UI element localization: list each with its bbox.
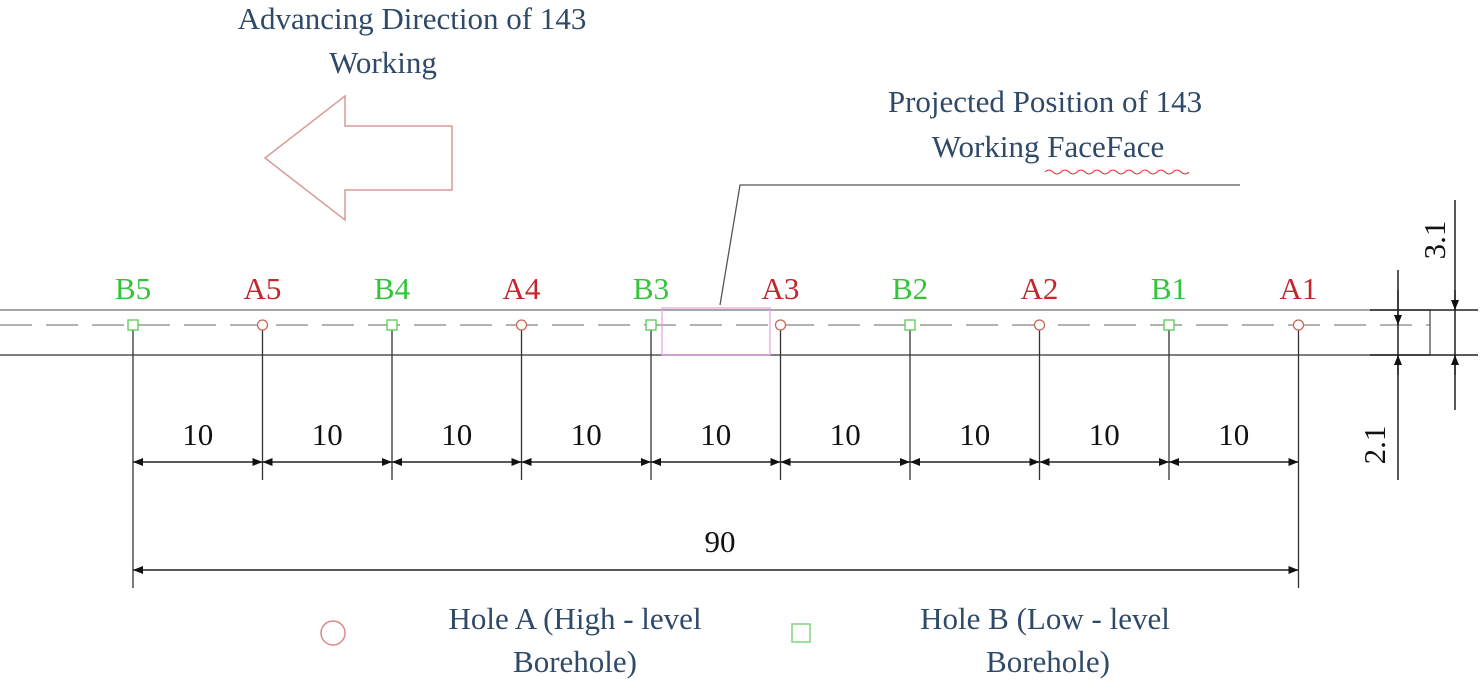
annotation-line: Working FaceFace — [932, 129, 1165, 164]
hole-b — [645, 319, 657, 331]
hole-a — [256, 319, 269, 331]
hole-label: A2 — [1021, 271, 1059, 306]
hole-b — [904, 319, 916, 331]
direction-arrow — [263, 94, 453, 222]
hole-b — [127, 319, 139, 331]
hole-label: A3 — [762, 271, 800, 306]
hole-label: B3 — [633, 271, 669, 306]
title-line: Advancing Direction of 143 — [238, 1, 587, 36]
legend-circle — [320, 620, 346, 646]
hole-label: B5 — [115, 271, 151, 306]
spacing-label: 10 — [312, 417, 343, 452]
leader-line — [719, 184, 1240, 306]
spacing-label: 10 — [441, 417, 472, 452]
legend-text: Borehole) — [986, 644, 1110, 679]
hole-label: A4 — [503, 271, 541, 306]
spell-underline — [1044, 169, 1190, 175]
spacing-label: 10 — [830, 417, 861, 452]
hole-a — [1033, 319, 1046, 331]
spacing-label: 10 — [1218, 417, 1249, 452]
annotation-line: Projected Position of 143 — [888, 84, 1202, 119]
legend-text: Hole A (High - level — [448, 601, 701, 636]
spacing-label: 10 — [1089, 417, 1120, 452]
spacing-label: 10 — [700, 417, 731, 452]
legend-text: Borehole) — [513, 644, 637, 679]
total-label: 90 — [705, 524, 736, 559]
hole-b — [1163, 319, 1175, 331]
title-line: Working — [329, 45, 437, 80]
hole-label: B2 — [892, 271, 928, 306]
dim-bottom-label: 2.1 — [1357, 426, 1392, 465]
spacing-label: 10 — [959, 417, 990, 452]
hole-a — [1292, 319, 1305, 331]
dim-top-label: 3.1 — [1417, 221, 1452, 260]
hole-label: B1 — [1151, 271, 1187, 306]
spacing-label: 10 — [182, 417, 213, 452]
hole-label: A5 — [244, 271, 282, 306]
face-marker — [661, 307, 771, 356]
hole-a — [774, 319, 787, 331]
hole-a — [515, 319, 528, 331]
legend-square — [791, 623, 811, 643]
hole-label: B4 — [374, 271, 411, 306]
hole-b — [386, 319, 398, 331]
spacing-label: 10 — [571, 417, 602, 452]
hole-label: A1 — [1280, 271, 1318, 306]
legend-text: Hole B (Low - level — [920, 601, 1170, 636]
